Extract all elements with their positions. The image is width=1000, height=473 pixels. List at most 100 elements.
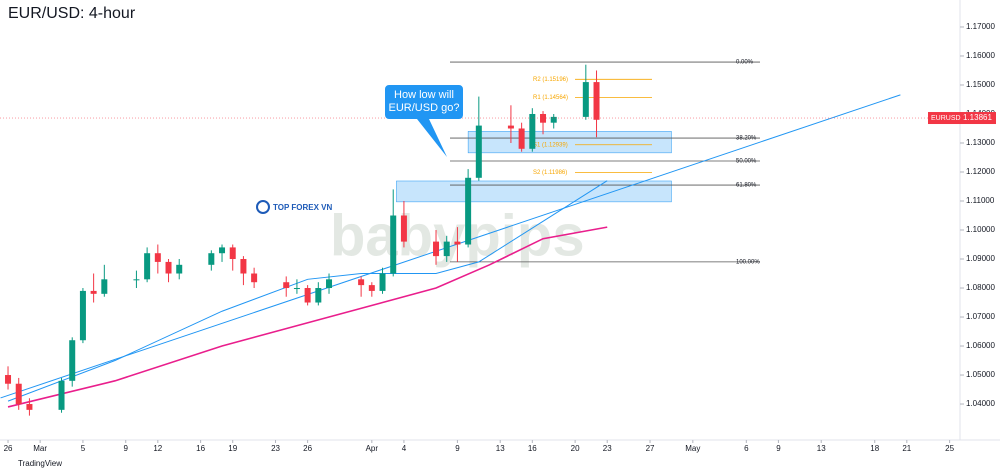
x-tick-label: 25 [945,444,954,453]
x-tick-label: 16 [196,444,205,453]
y-tick-label: 1.15000 [966,80,995,89]
candle-body [582,82,589,117]
candle-body [358,279,365,286]
y-tick-label: 1.12000 [966,167,995,176]
x-tick-label: 5 [81,444,86,453]
callout-bubble [385,85,463,157]
chart-title: EUR/USD: 4-hour [8,5,136,22]
candle-body [26,404,33,410]
candle-body [154,253,161,262]
y-tick-label: 1.08000 [966,283,995,292]
candle-body [133,279,140,281]
fib-label: 100.00% [736,259,760,265]
y-tick-label: 1.10000 [966,225,995,234]
logo: TOP FOREX VN [273,203,332,212]
plot-area: 0.00% 38.20% 50.00% 61.80% 100.00% R2 (1.1519… [0,60,960,416]
candle-body [315,288,322,303]
footer: TradingView [18,459,62,468]
candle-body [251,273,258,283]
x-tick-label: 13 [817,444,826,453]
pivot-label: R2 (1.15196) [533,77,568,83]
x-tick-label: 23 [603,444,612,453]
candle-body [475,125,482,178]
pivot-label: R1 (1.14564) [533,95,568,101]
x-tick-label: 23 [271,444,280,453]
x-tick-label: 9 [123,444,128,453]
candle-body [101,279,108,294]
candle-body [518,128,525,149]
candle-body [15,383,22,405]
last-price-label: 1.13861 [963,113,992,122]
y-tick-label: 1.11000 [966,196,995,205]
candle-body [454,241,461,245]
candle-body [69,340,76,381]
fib-label: 61.80% [736,183,757,189]
candle-body [176,264,183,274]
candle-body [229,247,236,260]
symbol-label: EURUSD [931,115,961,122]
candle-body [465,177,472,245]
x-tick-label: 18 [870,444,879,453]
callout-text: EUR/USD go? [389,102,460,114]
candle-body [58,380,65,410]
indicator-line [0,94,901,399]
candle-body [326,279,333,289]
candle-body [5,375,12,384]
candle-body [208,253,215,265]
x-tick-label: 20 [571,444,580,453]
y-tick-label: 1.16000 [966,51,995,60]
fib-label: 50.00% [736,159,757,165]
y-tick-label: 1.13000 [966,138,995,147]
fib-label: 38.20% [736,136,757,142]
candle-body [593,82,600,120]
pivot-label: S1 (1.12939) [533,142,568,148]
callout-text: How low will [394,89,454,101]
x-tick-label: 26 [303,444,312,453]
x-tick-label: 9 [455,444,460,453]
candle-body [390,215,397,274]
x-tick-label: 21 [902,444,911,453]
candle-body [507,125,514,129]
x-tick-label: 16 [528,444,537,453]
candle-body [144,253,151,280]
candle-body [219,247,226,254]
logo-icon [256,200,270,214]
y-tick-label: 1.07000 [966,312,995,321]
candle-body [79,290,86,341]
y-tick-label: 1.05000 [966,370,995,379]
candle-body [550,116,557,123]
y-tick-label: 1.09000 [966,254,995,263]
x-tick-label: 6 [744,444,749,453]
x-tick-label: 13 [496,444,505,453]
y-tick-label: 1.17000 [966,22,995,31]
x-tick-label: Mar [33,444,47,453]
candle-body [443,241,450,257]
indicator-line [7,180,608,402]
candle-body [540,113,547,123]
y-tick-label: 1.06000 [966,341,995,350]
indicator-line [7,226,608,408]
y-tick-label: 1.04000 [966,399,995,408]
x-tick-label: Apr [366,444,379,453]
candle-body [368,285,375,291]
x-tick-label: 9 [776,444,781,453]
candle-body [293,288,300,290]
price-tag [928,112,996,125]
candle-body [379,273,386,291]
candle-body [165,261,172,274]
fib-label: 0.00% [736,60,754,66]
candle-body [283,282,290,289]
candle-body [529,113,536,149]
x-tick-label: 27 [646,444,655,453]
x-tick-label: 4 [402,444,407,453]
pivot-label: S2 (1.11986) [533,170,567,176]
candle-body [304,288,311,303]
x-tick-label: May [685,444,700,453]
candle-body [400,215,407,242]
zone [467,131,672,154]
x-tick-label: 26 [4,444,13,453]
x-tick-label: 19 [228,444,237,453]
candle-body [240,259,247,274]
candle-body [90,290,97,294]
